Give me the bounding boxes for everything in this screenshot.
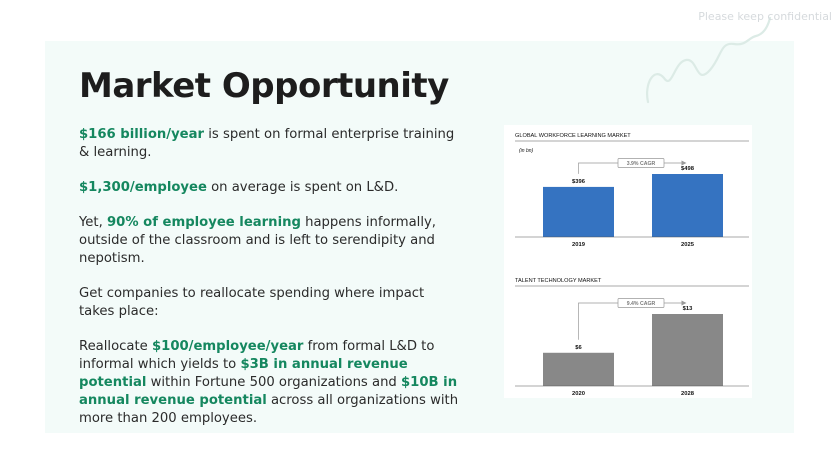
cagr-arrowhead — [681, 300, 687, 306]
highlight: $1,300/employee — [79, 180, 207, 195]
highlight: $166 billion/year — [79, 127, 205, 142]
confidential-watermark: Please keep confidential — [698, 10, 832, 23]
text: Reallocate — [79, 339, 152, 354]
paragraph-revenue-potential: Reallocate $100/employee/year from forma… — [79, 338, 459, 428]
bar-value-label: $13 — [683, 306, 693, 312]
charts-svg: GLOBAL WORKFORCE LEARNING MARKET (in bn) $… — [515, 133, 749, 397]
body-text: $166 billion/year is spent on formal ent… — [79, 126, 459, 445]
x-tick-label: 2028 — [681, 391, 695, 397]
text: across all organizations with more than … — [79, 393, 459, 426]
x-tick-label: 2020 — [572, 391, 585, 397]
cagr-connector — [578, 302, 618, 340]
cagr-connector — [578, 162, 618, 174]
cagr-box — [617, 298, 665, 308]
chart-title: TALENT TECHNOLOGY MARKET — [515, 278, 602, 284]
page-title: Market Opportunity — [79, 66, 449, 106]
text: is spent on formal enterprise training &… — [79, 127, 455, 160]
chart-subtitle: (in bn) — [519, 148, 534, 154]
highlight: 90% of employee learning — [106, 215, 301, 230]
paragraph-reallocate-intro: Get companies to reallocate spending whe… — [79, 285, 459, 321]
text: Yet, — [79, 215, 107, 230]
paragraph-per-employee: $1,300/employee on average is spent on L… — [79, 179, 459, 197]
bar-value-label: $498 — [681, 166, 695, 172]
bar-value-label: $396 — [572, 179, 586, 185]
cagr-label: 9.4% CAGR — [627, 301, 656, 307]
x-tick-label: 2019 — [572, 242, 586, 248]
text: from formal L&D to informal which yields… — [79, 339, 435, 372]
highlight: $10B in annual revenue potential — [79, 375, 458, 408]
chart-title: GLOBAL WORKFORCE LEARNING MARKET — [515, 133, 631, 139]
chart-bar — [652, 314, 723, 386]
x-tick-label: 2025 — [681, 242, 695, 248]
chart-bar — [543, 186, 614, 237]
highlight: $100/employee/year — [151, 339, 304, 354]
text: on average is spent on L&D. — [206, 180, 399, 195]
paragraph-training-spend: $166 billion/year is spent on formal ent… — [79, 126, 459, 162]
text: happens informally, outside of the class… — [79, 215, 437, 266]
chart-bar — [652, 174, 723, 237]
text: within Fortune 500 organizations and — [146, 375, 401, 390]
text: Get companies to reallocate spending whe… — [79, 286, 425, 319]
highlight: $3B in annual revenue potential — [79, 357, 408, 390]
cagr-box — [617, 158, 665, 168]
cagr-label: 3.9% CAGR — [627, 161, 656, 167]
chart-bar — [543, 352, 614, 386]
cagr-arrowhead — [681, 160, 687, 166]
paragraph-informal-learning: Yet, 90% of employee learning happens in… — [79, 214, 459, 268]
squiggle-decoration — [646, 16, 772, 104]
bar-value-label: $6 — [575, 345, 582, 351]
charts-image: GLOBAL WORKFORCE LEARNING MARKET (in bn) $… — [504, 125, 752, 398]
